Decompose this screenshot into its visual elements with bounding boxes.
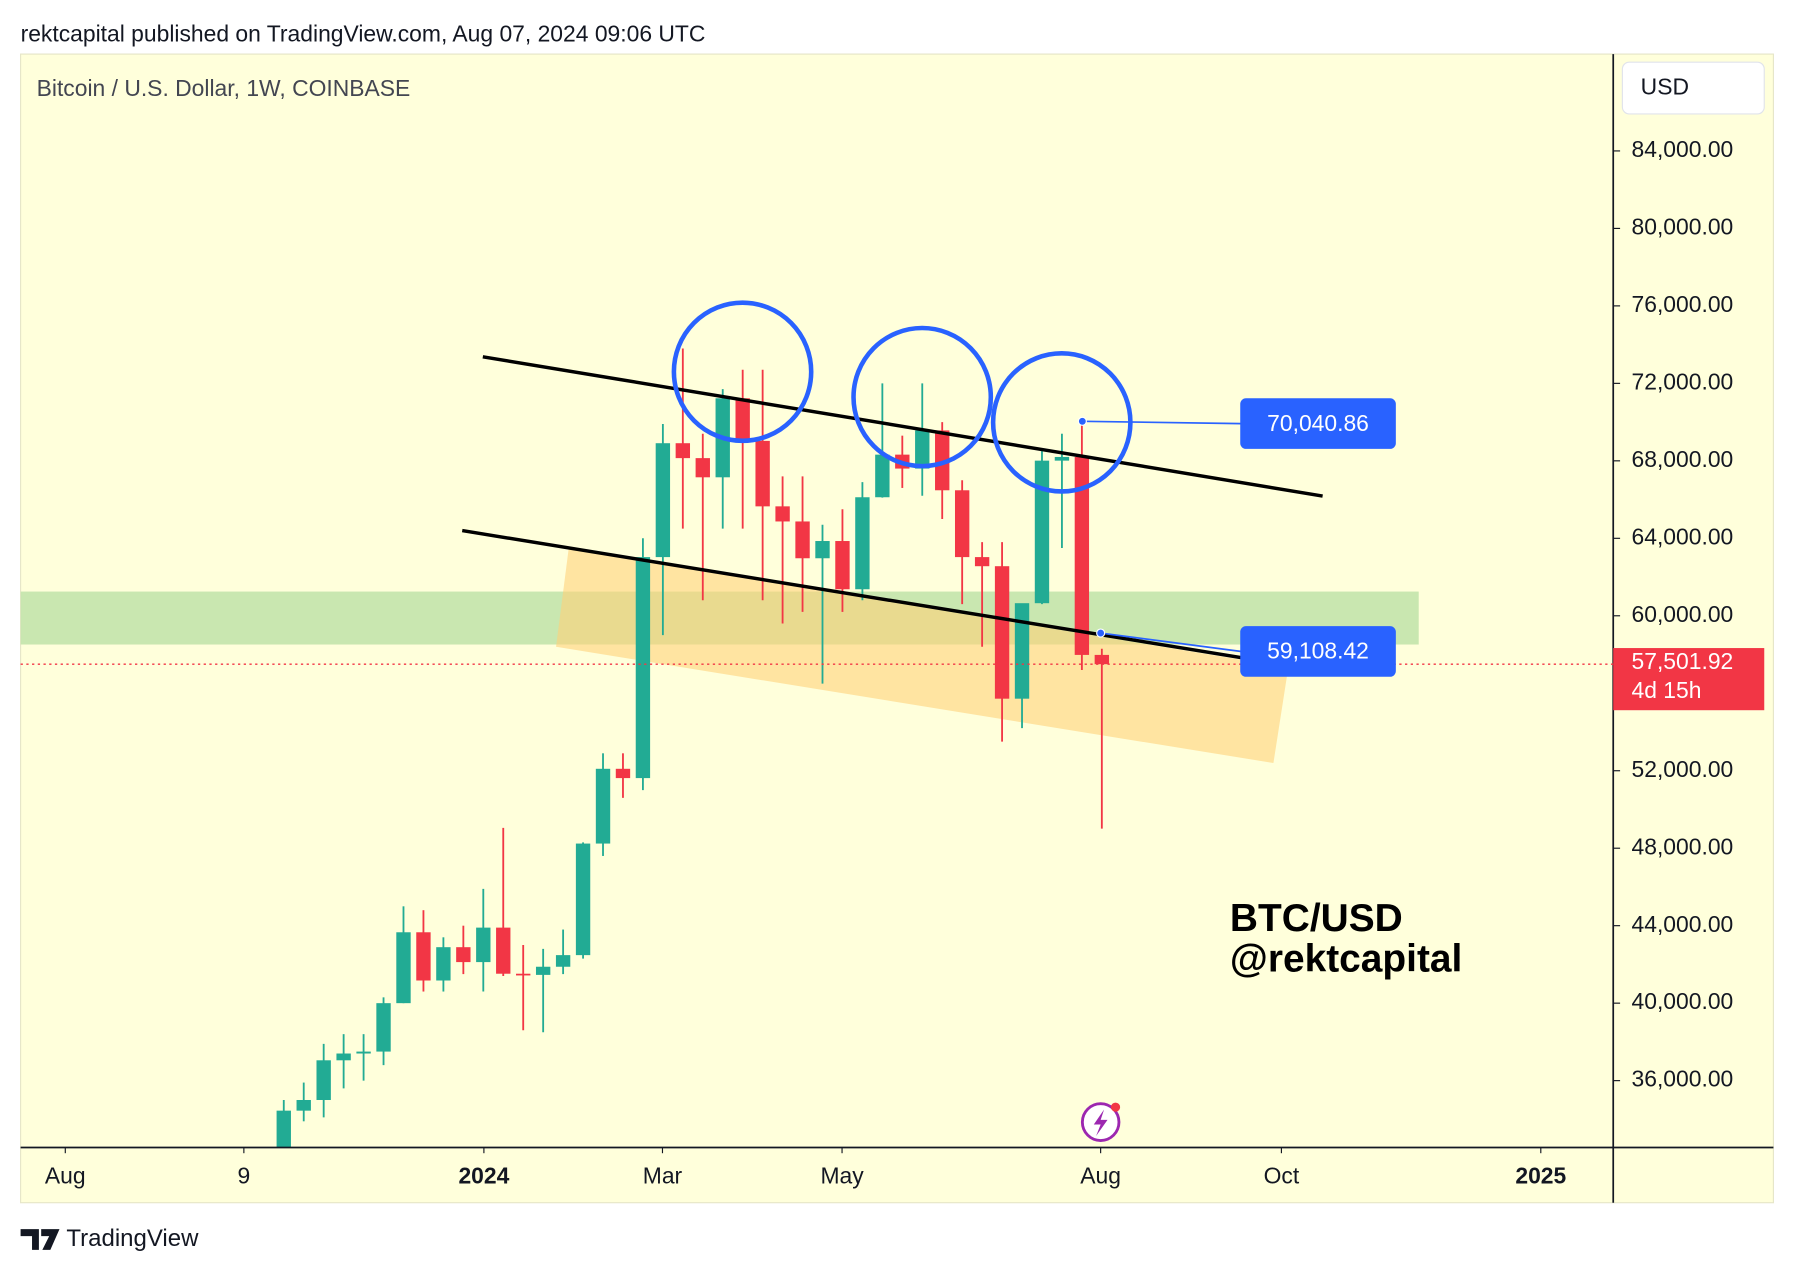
annotation-label: 70,040.86	[1267, 410, 1369, 436]
annotation-leader	[1100, 632, 1242, 653]
annotation-label: 59,108.42	[1267, 638, 1369, 664]
y-tick-label: 80,000.00	[1632, 213, 1734, 239]
y-tick-label: 48,000.00	[1632, 833, 1734, 859]
watermark: @rektcapital	[1230, 937, 1462, 980]
x-tick-label: Aug	[45, 1162, 86, 1188]
candle-body	[915, 430, 930, 469]
tradingview-logo	[20, 1229, 60, 1250]
y-tick-label: 44,000.00	[1632, 911, 1734, 937]
candle-body	[516, 973, 531, 976]
candle-body	[496, 927, 511, 974]
last-price-box	[1613, 648, 1765, 711]
top-circle	[851, 325, 994, 469]
candle-body	[775, 506, 790, 522]
candle-body	[396, 932, 411, 1004]
footer-brand: TradingView	[66, 1225, 199, 1252]
x-tick-label: May	[820, 1162, 864, 1188]
annotation-point	[1096, 628, 1106, 638]
candle-body	[555, 955, 571, 967]
candle-body	[535, 966, 551, 975]
publish-header: rektcapital published on TradingView.com…	[21, 21, 706, 47]
candle-body	[755, 440, 770, 507]
retest-zone	[556, 548, 1289, 764]
annotation-box	[1240, 398, 1396, 449]
watermark: BTC/USD	[1230, 897, 1403, 940]
candle-body	[675, 443, 691, 459]
candle-body	[476, 927, 491, 963]
candles	[276, 348, 1110, 1148]
candle-body	[356, 1051, 371, 1054]
candle-body	[695, 458, 710, 478]
candle-body	[1054, 456, 1070, 461]
candle-body	[336, 1053, 351, 1061]
candle-body	[436, 947, 451, 981]
candle-body	[595, 768, 611, 844]
y-tick-label: 36,000.00	[1632, 1066, 1734, 1092]
top-circle	[671, 300, 814, 444]
candle-body	[855, 497, 870, 590]
candle-body	[316, 1060, 331, 1101]
candle-body	[296, 1100, 311, 1111]
y-tick-label: 40,000.00	[1632, 988, 1734, 1014]
y-tick-label: 76,000.00	[1632, 291, 1734, 317]
annotation-box	[1240, 626, 1396, 677]
candle-body	[416, 932, 431, 981]
lower-trendline	[461, 528, 1303, 670]
currency-label[interactable]: USD	[1641, 74, 1689, 100]
x-tick-label: Oct	[1264, 1162, 1300, 1188]
x-tick-label: 9	[238, 1162, 251, 1188]
y-tick-label: 68,000.00	[1632, 446, 1734, 472]
last-price-label: 57,501.92	[1632, 648, 1734, 674]
x-tick-label: Aug	[1080, 1162, 1121, 1188]
y-tick-label: 72,000.00	[1632, 368, 1734, 394]
drawings	[20, 548, 1419, 764]
chart-title: Bitcoin / U.S. Dollar, 1W, COINBASE	[37, 75, 411, 101]
y-tick-label: 64,000.00	[1632, 523, 1734, 549]
candle-body	[935, 430, 950, 491]
candle-body	[835, 541, 850, 590]
candle-body	[1074, 456, 1090, 655]
candle-body	[875, 454, 890, 498]
candle-body	[635, 557, 651, 779]
x-tick-label: Mar	[643, 1162, 683, 1188]
candle-body	[974, 557, 990, 567]
candle-body	[795, 521, 810, 559]
annotation-point	[1077, 416, 1087, 426]
currency-button[interactable]	[1621, 61, 1765, 115]
y-tick-label: 52,000.00	[1632, 756, 1734, 782]
candle-body	[994, 566, 1010, 699]
annotation-leader	[1082, 420, 1242, 425]
candle-body	[615, 768, 631, 779]
upper-trendline	[482, 355, 1323, 498]
candle-body	[1094, 654, 1110, 665]
candle-body	[456, 947, 471, 963]
candle-body	[815, 541, 830, 559]
candle-body	[735, 398, 750, 441]
candle-body	[954, 490, 970, 558]
candle-body	[1014, 603, 1030, 699]
events-icon	[1080, 1102, 1121, 1142]
candle-body	[575, 843, 591, 956]
candle-body	[276, 1110, 291, 1148]
countdown-label: 4d 15h	[1632, 677, 1702, 703]
candle-body	[655, 443, 671, 558]
y-tick-label: 84,000.00	[1632, 136, 1734, 162]
candle-body	[1034, 460, 1050, 604]
overlay	[461, 300, 1323, 670]
x-tick-label: 2024	[458, 1162, 509, 1188]
candle-body	[376, 1003, 391, 1052]
y-tick-label: 60,000.00	[1632, 601, 1734, 627]
x-tick-label: 2025	[1515, 1162, 1566, 1188]
